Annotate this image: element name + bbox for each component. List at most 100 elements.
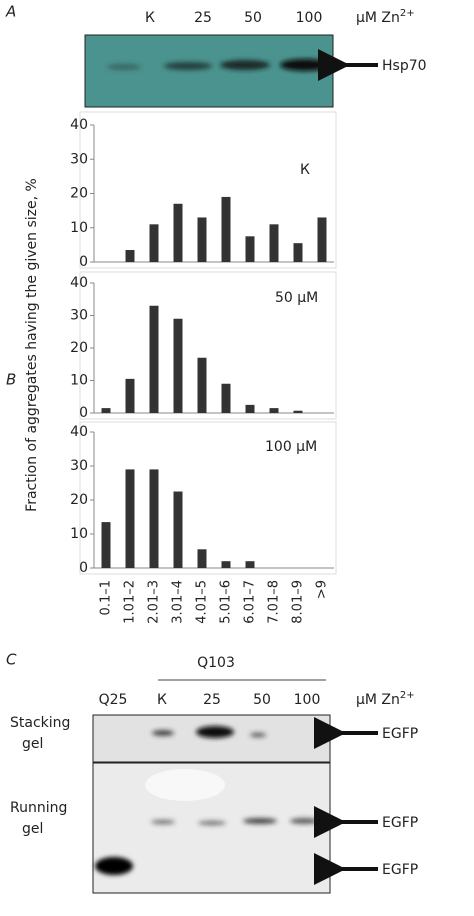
x-tick-label: 6.01–7 (243, 580, 258, 624)
y-tick-label: 40 (70, 424, 88, 440)
blot-background (92, 714, 331, 763)
band (290, 818, 318, 824)
x-tick-label: 7.01–8 (267, 580, 282, 624)
y-tick-label: 20 (70, 186, 88, 202)
bar (173, 318, 183, 413)
y-tick-label: 30 (70, 308, 88, 324)
band (107, 64, 141, 70)
gel-label: Stacking (10, 715, 70, 731)
x-tick-label: 2.01–3 (147, 580, 162, 624)
bar (125, 250, 135, 262)
lane-label: 25 (194, 10, 212, 26)
y-tick-label: 0 (79, 254, 88, 270)
lane-label: Q25 (99, 692, 128, 708)
band (198, 820, 226, 826)
marker-label: Hsp70 (382, 58, 427, 74)
x-tick-label: 3.01–4 (171, 580, 186, 624)
bar (269, 224, 279, 262)
bar (221, 561, 231, 568)
bar (149, 469, 159, 568)
lane-label: К (145, 10, 155, 26)
western-blot (84, 34, 334, 108)
y-tick-label: 10 (70, 373, 88, 389)
x-tick-label: 1.01–2 (123, 580, 138, 624)
lane-label: 100 (296, 10, 323, 26)
y-tick-label: 40 (70, 117, 88, 133)
unit: μM Zn (356, 10, 400, 26)
x-tick-label: 4.01–5 (195, 580, 210, 624)
blot-background (84, 34, 334, 108)
bar (101, 408, 111, 413)
lane-label: 100 (294, 692, 321, 708)
bar (293, 243, 303, 262)
x-tick-label: 5.01–6 (219, 580, 234, 624)
bar (149, 224, 159, 262)
bar (197, 217, 207, 262)
unit: μM Zn (356, 692, 400, 708)
artifact (145, 769, 225, 801)
band (220, 60, 270, 70)
unit-sup: 2+ (400, 690, 415, 701)
gel-label: Running (10, 800, 67, 816)
bar (245, 236, 255, 262)
stacking-gel-blot (92, 714, 331, 763)
plot-frame (79, 421, 337, 575)
band (164, 62, 212, 70)
bar (101, 522, 111, 568)
group-label: Q103 (197, 655, 235, 671)
bar (149, 305, 159, 413)
y-tick-label: 40 (70, 275, 88, 291)
chart-title: К (300, 162, 310, 178)
plot-frame (79, 271, 337, 420)
unit-sup: 2+ (400, 8, 415, 19)
gel-label: gel (22, 736, 43, 752)
x-tick-label: >9 (315, 580, 330, 599)
bar (245, 561, 255, 568)
bar (245, 404, 255, 413)
y-tick-label: 30 (70, 151, 88, 167)
y-tick-label: 0 (79, 405, 88, 421)
x-tick-label: 8.01–9 (291, 580, 306, 624)
x-tick-label: 0.1–1 (99, 580, 114, 615)
bar (173, 491, 183, 568)
y-tick-label: 10 (70, 220, 88, 236)
panel-label: A (5, 3, 16, 21)
band (280, 59, 330, 71)
band (152, 730, 174, 736)
band (196, 726, 234, 738)
bar (317, 217, 327, 262)
chart-title: 50 μM (275, 290, 318, 306)
lane-label: 50 (253, 692, 271, 708)
plot-frame (79, 111, 337, 269)
y-tick-label: 30 (70, 458, 88, 474)
unit-label: μM Zn2+ (356, 8, 415, 26)
y-axis-label: Fraction of aggregates having the given … (24, 178, 40, 512)
marker-label: EGFP (382, 726, 418, 742)
y-tick-label: 20 (70, 492, 88, 508)
bar (125, 378, 135, 413)
bar (269, 408, 279, 413)
marker-label: EGFP (382, 862, 418, 878)
chart-title: 100 μM (265, 439, 317, 455)
bar (173, 203, 183, 262)
lane-label: 50 (244, 10, 262, 26)
band (95, 857, 133, 875)
band (243, 818, 277, 824)
y-tick-label: 20 (70, 340, 88, 356)
bar (125, 469, 135, 568)
band (250, 732, 266, 738)
lane-label: К (157, 692, 167, 708)
band (151, 819, 175, 825)
unit-label: μM Zn2+ (356, 690, 415, 708)
bar (221, 196, 231, 262)
running-gel-blot (92, 762, 331, 894)
y-tick-label: 10 (70, 526, 88, 542)
panel-label: C (6, 651, 17, 669)
bar (221, 383, 231, 413)
y-tick-label: 0 (79, 560, 88, 576)
gel-label: gel (22, 821, 43, 837)
bar (293, 410, 303, 413)
bar (197, 357, 207, 413)
panel-label: B (6, 371, 16, 389)
